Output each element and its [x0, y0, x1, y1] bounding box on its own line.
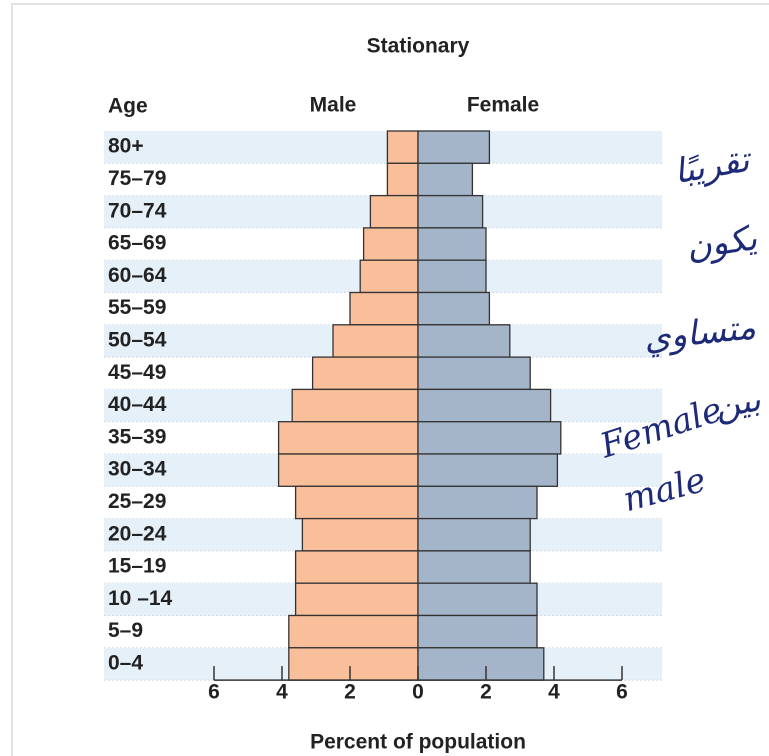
female-bar: [417, 647, 545, 681]
male-bar: [362, 227, 419, 261]
chart-title: Stationary: [367, 35, 470, 58]
y-tick-label: 10 –14: [108, 587, 173, 610]
y-tick-label: 40–44: [108, 393, 167, 416]
x-tick-label: 2: [344, 681, 356, 704]
female-bar: [417, 194, 484, 229]
male-bar: [332, 324, 419, 358]
row-stripe: [104, 131, 662, 164]
y-tick-label: 35–39: [108, 425, 166, 448]
y-tick-label: 20–24: [108, 522, 167, 545]
y-tick-label: 75–79: [108, 167, 166, 190]
male-bar: [386, 162, 419, 197]
y-tick-label: 0–4: [108, 651, 143, 674]
legend-label: Female: [467, 94, 539, 117]
x-tick-label: 0: [412, 681, 424, 704]
x-tick-label: 6: [208, 681, 220, 704]
male-bar: [288, 647, 419, 681]
female-bar: [417, 388, 552, 423]
y-tick-label: 45–49: [108, 361, 166, 384]
handwritten-note: يكون: [684, 218, 760, 267]
x-tick-label: 2: [480, 681, 492, 704]
male-bar: [288, 614, 419, 649]
y-tick-label: 60–64: [108, 264, 167, 287]
male-bar: [301, 517, 419, 552]
y-tick-label: 25–29: [108, 490, 166, 513]
female-bar: [417, 517, 531, 552]
female-bar: [417, 356, 531, 391]
y-tick-label: 50–54: [108, 328, 167, 351]
female-bar: [417, 582, 538, 617]
x-tick-label: 4: [276, 681, 288, 704]
female-bar: [417, 130, 491, 164]
male-bar: [349, 291, 419, 326]
female-bar: [417, 485, 538, 520]
male-bar: [294, 582, 419, 617]
male-bar: [291, 388, 419, 423]
male-bar: [277, 421, 419, 455]
x-tick-label: 4: [548, 681, 560, 704]
y-tick-label: 55–59: [108, 296, 166, 319]
female-bar: [417, 162, 474, 197]
y-tick-label: 65–69: [108, 232, 166, 255]
male-bar: [294, 550, 419, 584]
handwritten-note: بين: [712, 379, 764, 426]
y-axis-title: Age: [108, 95, 148, 118]
female-bar: [417, 259, 487, 294]
y-tick-label: 70–74: [108, 199, 167, 222]
x-axis-title: Percent of population: [310, 731, 526, 754]
y-tick-label: 15–19: [108, 555, 166, 578]
x-tick-label: 6: [616, 681, 628, 704]
y-tick-label: 5–9: [108, 619, 143, 642]
male-bar: [311, 356, 419, 391]
female-bar: [417, 324, 511, 358]
female-bar: [417, 614, 538, 649]
female-bar: [417, 291, 491, 326]
male-bar: [277, 453, 419, 487]
male-bar: [386, 130, 419, 164]
male-bar: [294, 485, 419, 520]
male-bar: [359, 259, 419, 294]
female-bar: [417, 227, 487, 261]
y-tick-label: 80+: [108, 135, 144, 158]
y-tick-label: 30–34: [108, 458, 167, 481]
male-bar: [369, 194, 419, 229]
female-bar: [417, 421, 562, 455]
female-bar: [417, 453, 559, 487]
female-bar: [417, 550, 531, 584]
legend-label: Male: [310, 94, 357, 117]
